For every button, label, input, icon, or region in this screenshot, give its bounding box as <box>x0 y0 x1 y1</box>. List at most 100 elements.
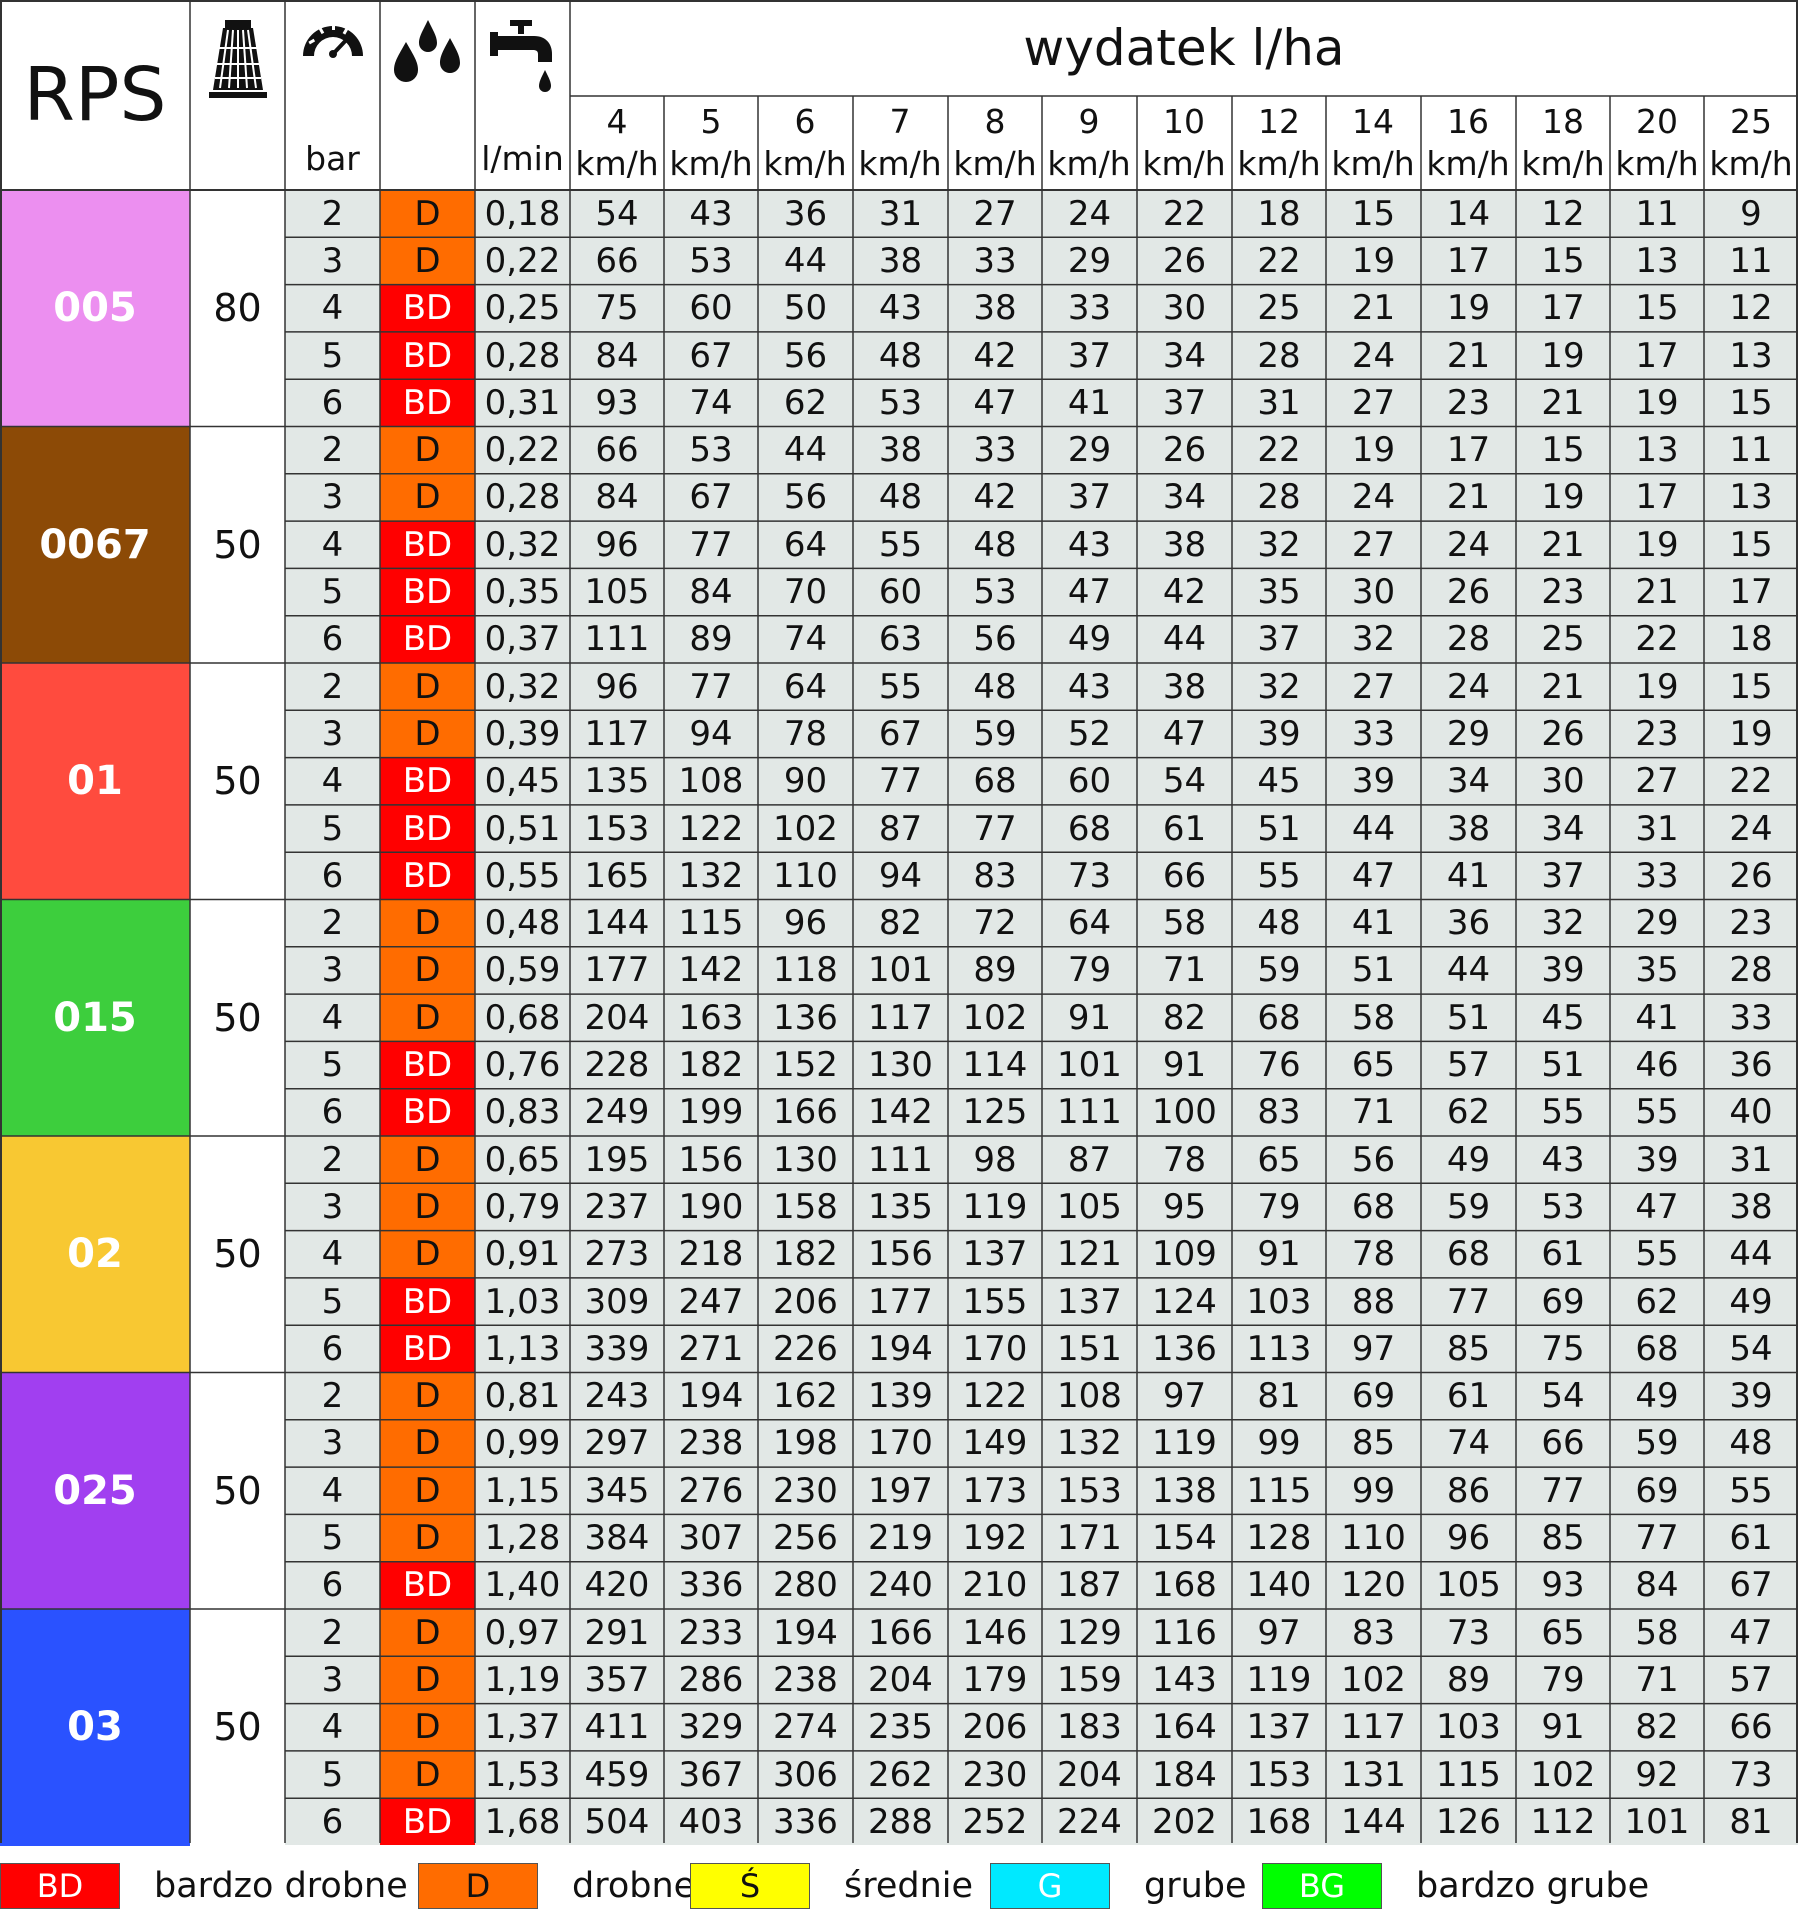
rate-value: 19 <box>1421 284 1516 332</box>
rate-value: 13 <box>1610 426 1704 474</box>
rate-value: 22 <box>1704 757 1798 805</box>
rate-value: 21 <box>1516 379 1610 427</box>
rate-value: 91 <box>1232 1230 1326 1278</box>
rate-value: 48 <box>948 663 1042 711</box>
bar-value: 6 <box>285 615 380 663</box>
rate-value: 65 <box>1232 1136 1326 1184</box>
filter-mesh-icon-cell <box>190 0 285 190</box>
rate-value: 156 <box>664 1136 758 1184</box>
rate-value: 36 <box>1421 899 1516 947</box>
rate-value: 119 <box>1137 1419 1232 1468</box>
rate-value: 154 <box>1137 1514 1232 1562</box>
bar-value: 2 <box>285 1609 380 1657</box>
rate-value: 48 <box>948 521 1042 569</box>
nozzle-label: 03 <box>0 1609 190 1846</box>
rate-value: 218 <box>664 1230 758 1278</box>
droplet-class: BD <box>380 1325 475 1373</box>
droplet-class: D <box>380 190 475 238</box>
legend-label: drobne <box>572 1866 696 1906</box>
rate-value: 51 <box>1516 1041 1610 1089</box>
rate-value: 109 <box>1137 1230 1232 1278</box>
rate-value: 55 <box>853 521 948 569</box>
rate-value: 26 <box>1516 710 1610 758</box>
bar-value: 2 <box>285 899 380 947</box>
rate-value: 44 <box>1704 1230 1798 1278</box>
rate-value: 137 <box>948 1230 1042 1278</box>
rate-value: 142 <box>664 946 758 995</box>
rate-value: 89 <box>664 615 758 663</box>
droplet-class: D <box>380 1467 475 1515</box>
rate-value: 137 <box>1042 1277 1137 1326</box>
pressure-gauge-icon-cell <box>285 0 380 190</box>
rate-value: 111 <box>1042 1088 1137 1136</box>
rate-value: 45 <box>1516 994 1610 1042</box>
rate-value: 163 <box>664 994 758 1042</box>
speed-header: 25 km/h <box>1704 96 1798 190</box>
rate-value: 67 <box>664 473 758 522</box>
rate-value: 21 <box>1516 663 1610 711</box>
mesh-value: 50 <box>213 1705 262 1750</box>
rate-value: 60 <box>853 568 948 616</box>
rate-value: 117 <box>1326 1703 1421 1751</box>
droplet-class: BD <box>380 284 475 332</box>
rate-value: 103 <box>1232 1277 1326 1326</box>
rate-value: 17 <box>1516 284 1610 332</box>
rate-value: 113 <box>1232 1325 1326 1373</box>
rate-value: 27 <box>948 190 1042 238</box>
rate-value: 62 <box>1610 1277 1704 1326</box>
bar-value: 5 <box>285 331 380 380</box>
rate-value: 26 <box>1137 426 1232 474</box>
droplet-class: D <box>380 1419 475 1468</box>
rate-value: 15 <box>1704 379 1798 427</box>
rate-value: 224 <box>1042 1798 1137 1846</box>
bar-value: 4 <box>285 757 380 805</box>
rate-value: 58 <box>1326 994 1421 1042</box>
rate-value: 77 <box>853 757 948 805</box>
rate-value: 11 <box>1704 426 1798 474</box>
rate-value: 71 <box>1326 1088 1421 1136</box>
rate-value: 68 <box>1232 994 1326 1042</box>
rate-value: 102 <box>1326 1656 1421 1704</box>
flow-value: 0,76 <box>475 1041 570 1089</box>
bar-value: 3 <box>285 473 380 522</box>
rate-value: 339 <box>570 1325 664 1373</box>
rate-value: 153 <box>1042 1467 1137 1515</box>
rate-value: 47 <box>1610 1183 1704 1231</box>
legend-label: bardzo drobne <box>154 1866 408 1906</box>
pressure-gauge-icon <box>300 18 366 64</box>
rate-value: 37 <box>1042 331 1137 380</box>
rate-value: 53 <box>664 237 758 285</box>
rate-value: 33 <box>1704 994 1798 1042</box>
rate-value: 82 <box>1610 1703 1704 1751</box>
rate-value: 73 <box>1704 1750 1798 1799</box>
mesh-value: 50 <box>213 759 262 804</box>
rate-value: 243 <box>570 1372 664 1420</box>
rate-value: 117 <box>853 994 948 1042</box>
droplet-class: D <box>380 1656 475 1704</box>
droplet-class: BD <box>380 1088 475 1136</box>
rate-value: 173 <box>948 1467 1042 1515</box>
rate-value: 31 <box>1232 379 1326 427</box>
rate-value: 19 <box>1516 473 1610 522</box>
wydatek-header: wydatek l/ha <box>1023 19 1345 77</box>
bar-value: 2 <box>285 663 380 711</box>
legend-label: średnie <box>844 1866 974 1906</box>
rate-value: 108 <box>664 757 758 805</box>
rate-value: 219 <box>853 1514 948 1562</box>
rate-value: 138 <box>1137 1467 1232 1515</box>
rate-value: 43 <box>1042 663 1137 711</box>
rate-value: 280 <box>758 1561 853 1609</box>
legend-swatch: BD <box>0 1863 120 1909</box>
speed-value: 7 <box>889 101 911 141</box>
bar-value: 3 <box>285 1419 380 1468</box>
rate-value: 81 <box>1232 1372 1326 1420</box>
bar-value: 4 <box>285 994 380 1042</box>
droplet-class: D <box>380 899 475 947</box>
flow-value: 0,35 <box>475 568 570 616</box>
rate-value: 57 <box>1704 1656 1798 1704</box>
speed-value: 9 <box>1078 101 1100 141</box>
rate-value: 49 <box>1704 1277 1798 1326</box>
rate-value: 336 <box>664 1561 758 1609</box>
flow-value: 0,65 <box>475 1136 570 1184</box>
rate-value: 111 <box>853 1136 948 1184</box>
